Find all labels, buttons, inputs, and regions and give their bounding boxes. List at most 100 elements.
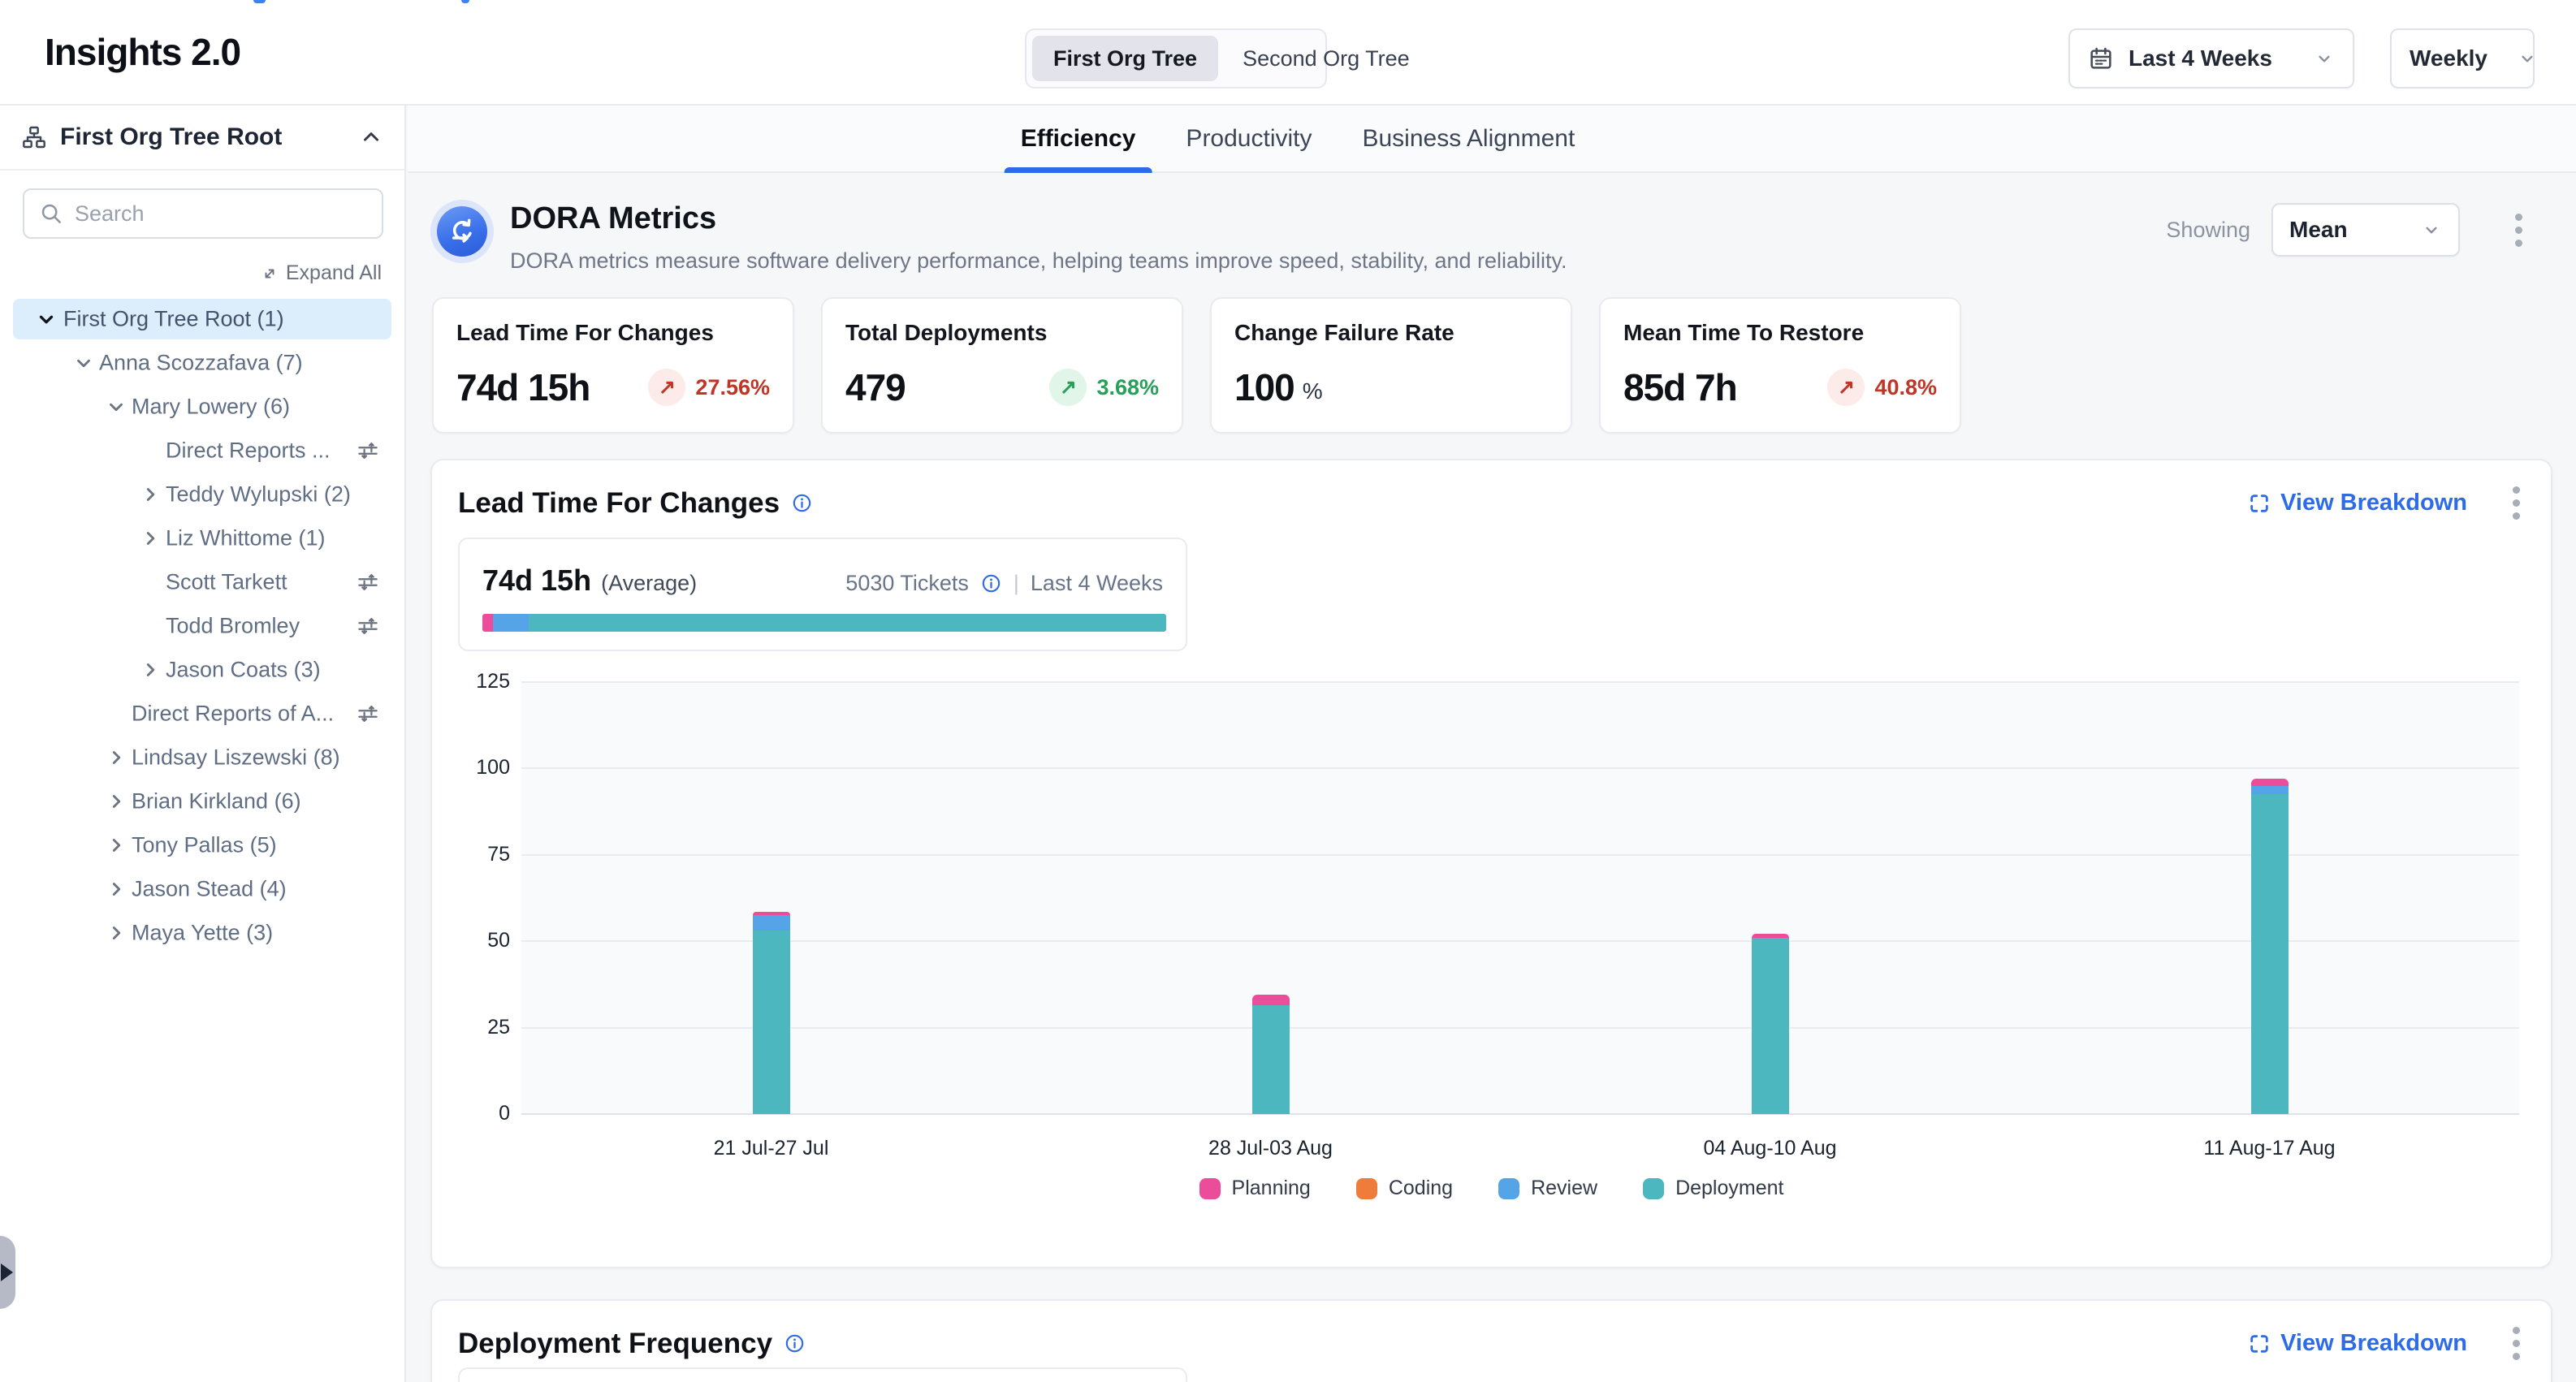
bar-segment-review bbox=[2251, 786, 2289, 795]
expand-corners-icon bbox=[2248, 492, 2271, 515]
legend-label: Coding bbox=[1389, 1177, 1453, 1200]
org-toggle-option[interactable]: Second Org Tree bbox=[1221, 36, 1431, 81]
tab-business-alignment[interactable]: Business Alignment bbox=[1351, 106, 1586, 171]
summary-period: Last 4 Weeks bbox=[1031, 571, 1163, 596]
tree-item-brian-kirkland-6[interactable]: Brian Kirkland (6) bbox=[0, 780, 404, 823]
clipped-top-element bbox=[253, 0, 266, 3]
chevron-right-icon[interactable] bbox=[140, 659, 161, 680]
chevron-right-icon[interactable] bbox=[106, 791, 127, 812]
bar-04-aug-10-aug bbox=[1752, 934, 1789, 1114]
info-icon[interactable] bbox=[784, 1332, 806, 1354]
deployment-frequency-title: Deployment Frequency bbox=[458, 1328, 772, 1360]
search-input[interactable] bbox=[73, 201, 367, 227]
tree-item-direct-reports[interactable]: Direct Reports ... bbox=[0, 429, 404, 473]
bar-11-aug-17-aug bbox=[2251, 779, 2289, 1114]
lead-time-kebab-menu[interactable] bbox=[2509, 483, 2523, 523]
tree-item-label: Direct Reports of A... bbox=[132, 702, 334, 727]
bar-segment-deployment bbox=[1252, 1005, 1290, 1114]
granularity-select[interactable]: Weekly bbox=[2390, 28, 2535, 89]
bar-21-jul-27-jul bbox=[753, 912, 790, 1114]
chevron-down-icon[interactable] bbox=[36, 309, 57, 330]
chevron-right-icon[interactable] bbox=[106, 879, 127, 900]
tree-item-label: Mary Lowery (6) bbox=[132, 395, 290, 420]
date-range-select[interactable]: Last 4 Weeks bbox=[2068, 28, 2354, 89]
phase-segment-planning bbox=[482, 614, 493, 632]
x-axis-tick-label: 11 Aug-17 Aug bbox=[2020, 1137, 2519, 1160]
sidebar-title: First Org Tree Root bbox=[60, 123, 282, 151]
dora-kebab-menu[interactable] bbox=[2512, 210, 2526, 250]
summary-qualifier: (Average) bbox=[601, 571, 697, 596]
panel-expand-handle[interactable] bbox=[0, 1236, 15, 1309]
tree-item-label: Todd Bromley bbox=[166, 614, 300, 639]
filters-icon[interactable] bbox=[356, 438, 380, 463]
expand-all-button[interactable]: Expand All bbox=[260, 261, 382, 285]
insights-app: Insights 2.0 First Org TreeSecond Org Tr… bbox=[0, 0, 2576, 1382]
showing-value: Mean bbox=[2289, 217, 2348, 243]
org-tree: First Org Tree Root (1) Anna Scozzafava (… bbox=[0, 297, 404, 955]
tree-item-label: Maya Yette (3) bbox=[132, 921, 273, 946]
metric-card-lead-time-for-changes: Lead Time For Changes74d 15h↗27.56% bbox=[432, 297, 794, 434]
tree-item-direct-reports-of-a[interactable]: Direct Reports of A... bbox=[0, 692, 404, 736]
y-axis-tick-label: 100 bbox=[448, 756, 510, 780]
info-icon[interactable] bbox=[980, 572, 1002, 594]
filters-icon[interactable] bbox=[356, 570, 380, 594]
tree-item-jason-coats-3[interactable]: Jason Coats (3) bbox=[0, 648, 404, 692]
tree-item-first-org-tree-root-1[interactable]: First Org Tree Root (1) bbox=[0, 297, 404, 341]
tree-item-maya-yette-3[interactable]: Maya Yette (3) bbox=[0, 911, 404, 955]
tree-item-label: Tony Pallas (5) bbox=[132, 833, 277, 858]
tab-productivity[interactable]: Productivity bbox=[1174, 106, 1323, 171]
sidebar-header: First Org Tree Root bbox=[0, 106, 404, 171]
metric-value: 100 bbox=[1234, 365, 1294, 409]
tab-efficiency[interactable]: Efficiency bbox=[1009, 106, 1148, 171]
showing-select[interactable]: Mean bbox=[2271, 203, 2460, 257]
summary-value: 74d 15h bbox=[482, 564, 591, 598]
collapse-sidebar-icon[interactable] bbox=[359, 125, 383, 149]
legend-item-planning: Planning bbox=[1199, 1177, 1311, 1200]
tree-item-label: Liz Whittome (1) bbox=[166, 526, 326, 551]
page-title: Insights 2.0 bbox=[45, 30, 240, 74]
legend-label: Review bbox=[1531, 1177, 1597, 1200]
tree-item-lindsay-liszewski-8[interactable]: Lindsay Liszewski (8) bbox=[0, 736, 404, 780]
tree-item-teddy-wylupski-2[interactable]: Teddy Wylupski (2) bbox=[0, 473, 404, 516]
dora-controls: Showing Mean bbox=[2166, 203, 2526, 257]
view-breakdown-link[interactable]: View Breakdown bbox=[2248, 1330, 2467, 1357]
chevron-right-icon[interactable] bbox=[140, 528, 161, 549]
legend-label: Deployment bbox=[1675, 1177, 1783, 1200]
org-tree-sidebar: First Org Tree Root Expand All First Org… bbox=[0, 106, 406, 1382]
tree-item-mary-lowery-6[interactable]: Mary Lowery (6) bbox=[0, 385, 404, 429]
info-icon[interactable] bbox=[791, 492, 813, 514]
tree-item-label: Teddy Wylupski (2) bbox=[166, 482, 351, 507]
tree-item-anna-scozzafava-7[interactable]: Anna Scozzafava (7) bbox=[0, 341, 404, 385]
chevron-right-icon[interactable] bbox=[106, 747, 127, 768]
view-breakdown-link[interactable]: View Breakdown bbox=[2248, 490, 2467, 516]
chevron-right-icon[interactable] bbox=[106, 922, 127, 944]
chevron-down-icon[interactable] bbox=[73, 352, 94, 374]
filters-icon[interactable] bbox=[356, 702, 380, 726]
chevron-right-icon[interactable] bbox=[140, 484, 161, 505]
legend-item-deployment: Deployment bbox=[1643, 1177, 1783, 1200]
org-toggle-option[interactable]: First Org Tree bbox=[1032, 36, 1218, 81]
phase-segment-deployment bbox=[529, 614, 1166, 632]
tree-item-jason-stead-4[interactable]: Jason Stead (4) bbox=[0, 867, 404, 911]
tab-label: Efficiency bbox=[1021, 125, 1136, 153]
y-axis-tick-label: 75 bbox=[448, 843, 510, 866]
metric-label: Lead Time For Changes bbox=[456, 320, 770, 346]
chevron-down-icon[interactable] bbox=[106, 396, 127, 417]
tab-label: Productivity bbox=[1186, 125, 1312, 153]
tree-item-todd-bromley[interactable]: Todd Bromley bbox=[0, 604, 404, 648]
tree-item-scott-tarkett[interactable]: Scott Tarkett bbox=[0, 560, 404, 604]
metric-value: 85d 7h bbox=[1623, 365, 1737, 409]
date-range-value: Last 4 Weeks bbox=[2129, 45, 2272, 71]
metric-label: Mean Time To Restore bbox=[1623, 320, 1937, 346]
tree-item-tony-pallas-5[interactable]: Tony Pallas (5) bbox=[0, 823, 404, 867]
metric-delta: ↗40.8% bbox=[1827, 369, 1937, 406]
tree-item-label: First Org Tree Root (1) bbox=[63, 307, 284, 332]
deployment-frequency-kebab-menu[interactable] bbox=[2509, 1324, 2523, 1363]
metric-delta: ↗27.56% bbox=[648, 369, 770, 406]
tree-item-liz-whittome-1[interactable]: Liz Whittome (1) bbox=[0, 516, 404, 560]
filters-icon[interactable] bbox=[356, 614, 380, 638]
legend-swatch bbox=[1498, 1178, 1519, 1199]
y-axis-tick-label: 25 bbox=[448, 1016, 510, 1039]
chevron-right-icon[interactable] bbox=[106, 835, 127, 856]
tree-item-label: Lindsay Liszewski (8) bbox=[132, 745, 340, 771]
